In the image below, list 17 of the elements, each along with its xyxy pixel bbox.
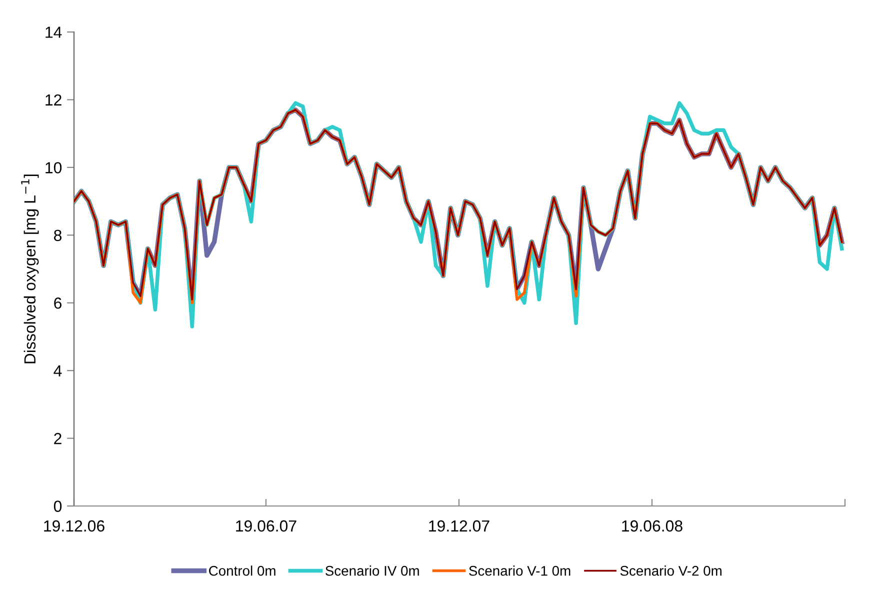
legend-label: Control 0m — [209, 566, 276, 576]
x-tick-label: 19.06.07 — [236, 520, 296, 532]
x-tick-label: 19.12.06 — [44, 520, 104, 532]
legend-label: Scenario V-1 0m — [469, 566, 570, 576]
y-tick-label: 0 — [54, 500, 62, 512]
y-tick-label: 6 — [54, 297, 62, 309]
y-tick-label: 2 — [54, 432, 62, 444]
y-tick-label: 14 — [46, 26, 62, 38]
legend-label: Scenario IV 0m — [326, 566, 419, 576]
y-tick-label: 12 — [46, 94, 62, 106]
y-tick-label: 10 — [46, 162, 62, 174]
x-tick-label: 19.12.07 — [429, 520, 490, 532]
y-axis-title: Dissolved oxygen [mg L$^{−1}$] — [21, 174, 39, 364]
y-tick-label: 4 — [54, 365, 62, 376]
x-tick-label: 19.06.08 — [622, 520, 682, 532]
y-tick-label: 8 — [54, 230, 62, 242]
legend-label: Scenario V-2 0m — [620, 566, 722, 576]
